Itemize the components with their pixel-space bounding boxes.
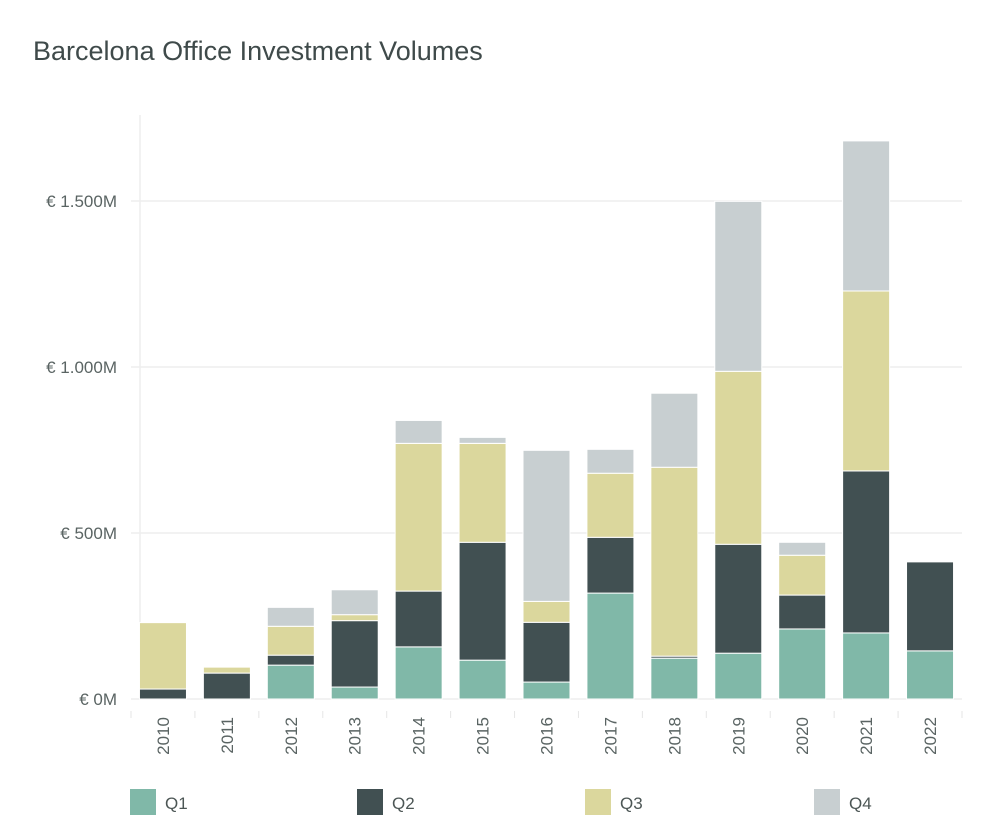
bar-q2-2010 — [138, 688, 187, 700]
bar-q4-2018 — [650, 392, 699, 468]
bar-q3-2014 — [394, 442, 443, 592]
y-tick-label: € 1.000M — [46, 358, 117, 377]
bar-q4-2012 — [266, 606, 315, 627]
bar-q2-2013 — [330, 620, 379, 688]
x-tick-label: 2020 — [793, 717, 812, 755]
bar-q1-2012 — [266, 664, 315, 700]
bar-q3-2018 — [650, 466, 699, 657]
bar-q3-2017 — [586, 472, 635, 538]
bar-q3-2016 — [522, 600, 571, 623]
x-tick-label: 2016 — [538, 717, 557, 755]
bar-q4-2019 — [714, 200, 763, 372]
legend-item-q2: Q2 — [357, 789, 415, 815]
bar-q2-2011 — [202, 672, 251, 700]
bar-q1-2019 — [714, 652, 763, 700]
x-tick-label: 2019 — [729, 717, 748, 755]
bar-q3-2013 — [330, 614, 379, 622]
x-tick-label: 2015 — [474, 717, 493, 755]
bar-q2-2015 — [458, 541, 507, 661]
x-tick-label: 2017 — [601, 717, 620, 755]
legend-swatch — [130, 789, 156, 815]
x-tick-label: 2022 — [921, 717, 940, 755]
bar-q2-2019 — [714, 543, 763, 654]
bar-q2-2022 — [906, 561, 955, 652]
bar-q1-2016 — [522, 681, 571, 700]
bar-q4-2021 — [842, 140, 891, 292]
bar-q1-2020 — [778, 628, 827, 700]
bar-q4-2014 — [394, 419, 443, 444]
bar-q4-2020 — [778, 541, 827, 556]
bar-q2-2014 — [394, 590, 443, 648]
legend-label: Q4 — [849, 794, 872, 813]
bar-q3-2019 — [714, 370, 763, 545]
legend-label: Q2 — [392, 794, 415, 813]
bar-q2-2012 — [266, 654, 315, 666]
x-tick-label: 2011 — [218, 717, 237, 754]
legend-item-q4: Q4 — [814, 789, 872, 815]
bar-q3-2020 — [778, 554, 827, 596]
x-tick-label: 2013 — [346, 717, 365, 755]
x-tick-label: 2018 — [665, 717, 684, 755]
legend-swatch — [814, 789, 840, 815]
bar-q1-2021 — [842, 632, 891, 700]
bar-q2-2021 — [842, 470, 891, 634]
legend-swatch — [585, 789, 611, 815]
legend-item-q1: Q1 — [130, 789, 188, 815]
bar-q2-2016 — [522, 621, 571, 683]
chart-title: Barcelona Office Investment Volumes — [33, 36, 483, 66]
bar-q1-2017 — [586, 592, 635, 700]
x-tick-label: 2021 — [857, 717, 876, 755]
legend-item-q3: Q3 — [585, 789, 643, 815]
bar-q1-2013 — [330, 686, 379, 700]
y-tick-label: € 500M — [60, 524, 117, 543]
x-tick-label: 2014 — [410, 717, 429, 755]
bar-q2-2017 — [586, 536, 635, 594]
bar-q3-2010 — [138, 622, 187, 690]
bar-q2-2020 — [778, 594, 827, 630]
bar-q3-2015 — [458, 442, 507, 543]
x-tick-label: 2012 — [282, 717, 301, 755]
bar-q3-2011 — [202, 666, 251, 674]
legend-label: Q1 — [165, 794, 188, 813]
legend-label: Q3 — [620, 794, 643, 813]
bar-q4-2013 — [330, 589, 379, 616]
y-tick-label: € 0M — [79, 690, 117, 709]
bar-q1-2018 — [650, 657, 699, 700]
x-tick-label: 2010 — [154, 717, 173, 755]
bar-q4-2015 — [458, 436, 507, 444]
bar-q4-2016 — [522, 449, 571, 602]
bar-q1-2015 — [458, 659, 507, 700]
bar-q3-2021 — [842, 290, 891, 472]
bar-q4-2017 — [586, 448, 635, 474]
bar-q1-2022 — [906, 650, 955, 700]
legend-swatch — [357, 789, 383, 815]
y-tick-label: € 1.500M — [46, 192, 117, 211]
bar-q3-2012 — [266, 625, 315, 656]
bar-q1-2014 — [394, 646, 443, 700]
